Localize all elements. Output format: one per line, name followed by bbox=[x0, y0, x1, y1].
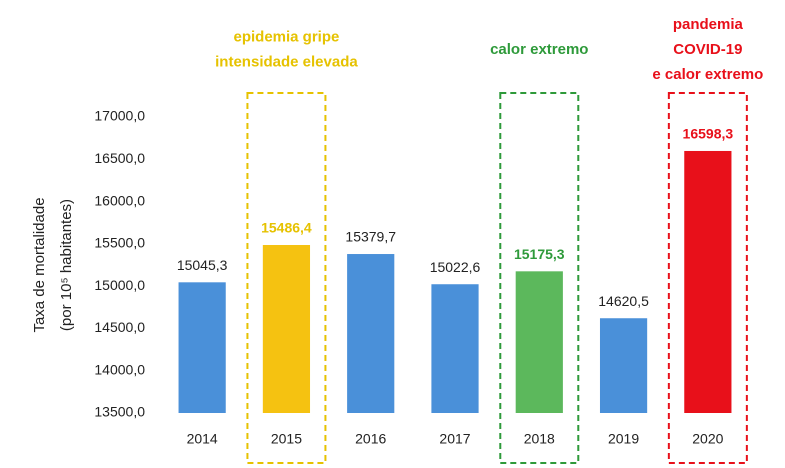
bar bbox=[684, 150, 732, 413]
value-label: 14620,5 bbox=[598, 293, 649, 309]
y-tick-label: 13500,0 bbox=[94, 404, 145, 420]
value-label: 15379,7 bbox=[345, 229, 396, 245]
annotation: COVID-19 bbox=[673, 41, 742, 58]
annotation: intensidade elevada bbox=[215, 53, 358, 70]
bar bbox=[599, 318, 648, 413]
y-tick-label: 17000,0 bbox=[94, 108, 145, 124]
annotation: e calor extremo bbox=[652, 66, 763, 83]
annotation: epidemia gripe bbox=[233, 28, 339, 45]
value-label: 15486,4 bbox=[261, 220, 312, 236]
y-tick-label: 16000,0 bbox=[94, 192, 145, 208]
highlight-box bbox=[246, 92, 327, 464]
bar bbox=[347, 254, 395, 413]
x-tick-label: 2016 bbox=[355, 431, 386, 447]
y-tick-label: 14000,0 bbox=[94, 361, 145, 377]
y-tick-label: 15000,0 bbox=[94, 277, 145, 293]
y-tick-label: 15500,0 bbox=[94, 235, 145, 251]
value-label: 15175,3 bbox=[514, 246, 565, 262]
y-axis-label: Taxa de mortalidade bbox=[31, 197, 48, 332]
annotation: pandemia bbox=[673, 16, 744, 33]
bar bbox=[515, 271, 563, 413]
value-label: 15022,6 bbox=[430, 259, 481, 275]
y-tick-label: 16500,0 bbox=[94, 150, 145, 166]
highlight-box bbox=[499, 92, 580, 464]
bar bbox=[178, 282, 226, 413]
x-tick-label: 2014 bbox=[187, 431, 218, 447]
highlight-box bbox=[667, 92, 748, 464]
x-tick-label: 2018 bbox=[524, 431, 555, 447]
value-label: 16598,3 bbox=[683, 126, 734, 142]
x-tick-label: 2020 bbox=[692, 431, 723, 447]
bar bbox=[262, 245, 311, 413]
y-axis-label: (por 10⁵ habitantes) bbox=[58, 199, 75, 331]
y-tick-label: 14500,0 bbox=[94, 319, 145, 335]
x-tick-label: 2015 bbox=[271, 431, 302, 447]
annotation: calor extremo bbox=[490, 41, 588, 58]
value-label: 15045,3 bbox=[177, 257, 228, 273]
x-tick-label: 2017 bbox=[439, 431, 470, 447]
bar bbox=[431, 284, 479, 413]
x-tick-label: 2019 bbox=[608, 431, 639, 447]
